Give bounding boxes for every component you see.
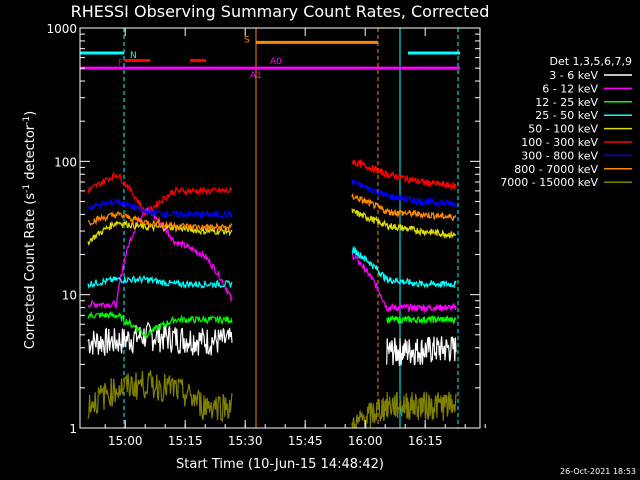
plot-frame (79, 27, 481, 429)
timestamp: 26-Oct-2021 18:53 (560, 467, 636, 476)
x-tick-label-0: 15:00 (108, 434, 143, 448)
legend-label-4: 50 - 100 keV (528, 123, 598, 136)
legend-label-0: 3 - 6 keV (549, 69, 598, 82)
y-tick-label-1: 10 (62, 289, 77, 303)
y-axis-label-main: Corrected Count Rate (s (23, 193, 38, 350)
x-tick-label-3: 15:45 (288, 434, 323, 448)
series-50-100-kev-post (351, 208, 457, 240)
legend-label-2: 12 - 25 keV (535, 96, 598, 109)
y-axis-label-mid: detector (23, 124, 38, 184)
series-25-50-kev-post (351, 245, 457, 289)
series-3-6-kev-post (386, 336, 457, 367)
series-800-7000-kev-pre (87, 211, 233, 232)
legend-title: Det 1,3,5,6,7,9 (549, 55, 632, 68)
series-100-300-kev-post (351, 159, 457, 191)
plot-area: N S F A0 A1 (80, 28, 460, 429)
flag-label-n: N (130, 51, 137, 61)
x-tick-label-2: 15:30 (228, 434, 263, 448)
flag-label-a0: A0 (270, 57, 282, 67)
series-7000-15000-kev-pre (87, 370, 233, 423)
flag-label-a1: A1 (250, 71, 262, 81)
series-300-800-kev-post (351, 178, 457, 209)
series-100-300-kev-pre (87, 171, 233, 217)
legend-label-6: 300 - 800 keV (521, 149, 598, 162)
series-800-7000-kev-post (351, 193, 457, 222)
y-tick-label-3: 1000 (46, 22, 77, 36)
x-tick-label-5: 16:15 (408, 434, 443, 448)
legend-label-1: 6 - 12 keV (542, 82, 598, 95)
legend-label-5: 100 - 300 keV (521, 136, 598, 149)
series-300-800-kev-pre (87, 197, 233, 220)
legend-label-7: 800 - 7000 keV (514, 163, 598, 176)
legend-label-8: 7000 - 15000 keV (500, 176, 598, 189)
x-axis-label: Start Time (10-Jun-15 14:48:42) (176, 457, 384, 472)
x-tick-label-4: 16:00 (348, 434, 383, 448)
flag-label-f: F (118, 59, 123, 69)
y-tick-label-2: 100 (54, 155, 77, 169)
series-12-25-kev-post (386, 314, 457, 325)
chart-title: RHESSI Observing Summary Count Rates, Co… (71, 2, 490, 21)
legend-label-3: 25 - 50 keV (535, 109, 598, 122)
flag-label-s: S (244, 35, 250, 45)
y-tick-label-0: 1 (69, 422, 77, 436)
series-7000-15000-kev-post (351, 391, 457, 429)
series-25-50-kev-pre (87, 274, 233, 290)
y-axis-label-sup2: -1 (22, 116, 32, 125)
x-tick-label-1: 15:15 (168, 434, 203, 448)
series-12-25-kev-pre (87, 310, 233, 338)
axes: 15:00 15:15 15:30 15:45 16:00 16:15 1 10 100 1000 (46, 22, 486, 448)
y-axis-label-sup1: -1 (22, 184, 32, 193)
y-axis-label-end: ) (23, 111, 38, 116)
series-3-6-kev-pre (87, 321, 233, 356)
series-6-12-kev-post (351, 252, 457, 314)
y-axis-label: Corrected Count Rate (s-1 detector-1) (22, 111, 38, 349)
